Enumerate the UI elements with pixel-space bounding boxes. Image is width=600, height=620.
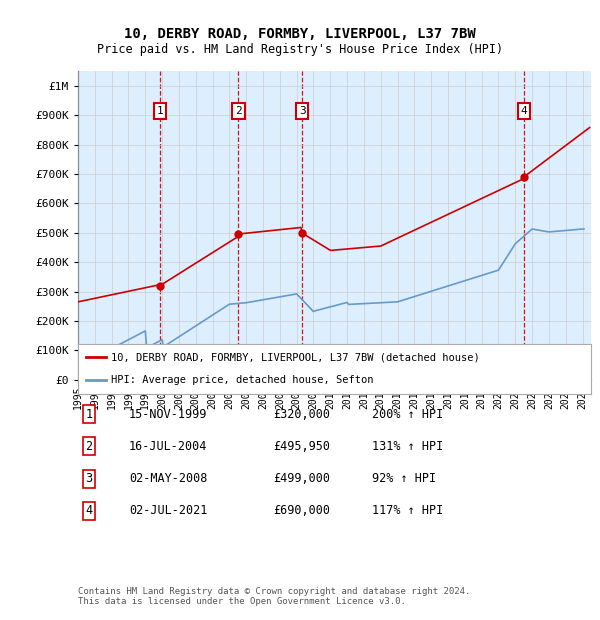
Text: Price paid vs. HM Land Registry's House Price Index (HPI): Price paid vs. HM Land Registry's House … bbox=[97, 43, 503, 56]
Text: 02-MAY-2008: 02-MAY-2008 bbox=[129, 472, 208, 485]
Text: 10, DERBY ROAD, FORMBY, LIVERPOOL, L37 7BW (detached house): 10, DERBY ROAD, FORMBY, LIVERPOOL, L37 7… bbox=[112, 353, 480, 363]
Text: 2: 2 bbox=[85, 440, 92, 453]
Text: 2: 2 bbox=[235, 106, 242, 116]
Text: 3: 3 bbox=[299, 106, 305, 116]
Text: HPI: Average price, detached house, Sefton: HPI: Average price, detached house, Seft… bbox=[112, 375, 374, 385]
Text: 200% ↑ HPI: 200% ↑ HPI bbox=[372, 408, 443, 420]
Text: 4: 4 bbox=[520, 106, 527, 116]
Text: 15-NOV-1999: 15-NOV-1999 bbox=[129, 408, 208, 420]
Text: 16-JUL-2004: 16-JUL-2004 bbox=[129, 440, 208, 453]
Text: £690,000: £690,000 bbox=[273, 505, 330, 517]
Text: 02-JUL-2021: 02-JUL-2021 bbox=[129, 505, 208, 517]
Text: £495,950: £495,950 bbox=[273, 440, 330, 453]
Text: 92% ↑ HPI: 92% ↑ HPI bbox=[372, 472, 436, 485]
Text: 3: 3 bbox=[85, 472, 92, 485]
Text: 1: 1 bbox=[85, 408, 92, 420]
Text: 131% ↑ HPI: 131% ↑ HPI bbox=[372, 440, 443, 453]
Text: £499,000: £499,000 bbox=[273, 472, 330, 485]
Text: Contains HM Land Registry data © Crown copyright and database right 2024.
This d: Contains HM Land Registry data © Crown c… bbox=[78, 587, 470, 606]
Text: £320,000: £320,000 bbox=[273, 408, 330, 420]
Text: 4: 4 bbox=[85, 505, 92, 517]
Text: 10, DERBY ROAD, FORMBY, LIVERPOOL, L37 7BW: 10, DERBY ROAD, FORMBY, LIVERPOOL, L37 7… bbox=[124, 27, 476, 41]
Text: 117% ↑ HPI: 117% ↑ HPI bbox=[372, 505, 443, 517]
Text: 1: 1 bbox=[157, 106, 163, 116]
